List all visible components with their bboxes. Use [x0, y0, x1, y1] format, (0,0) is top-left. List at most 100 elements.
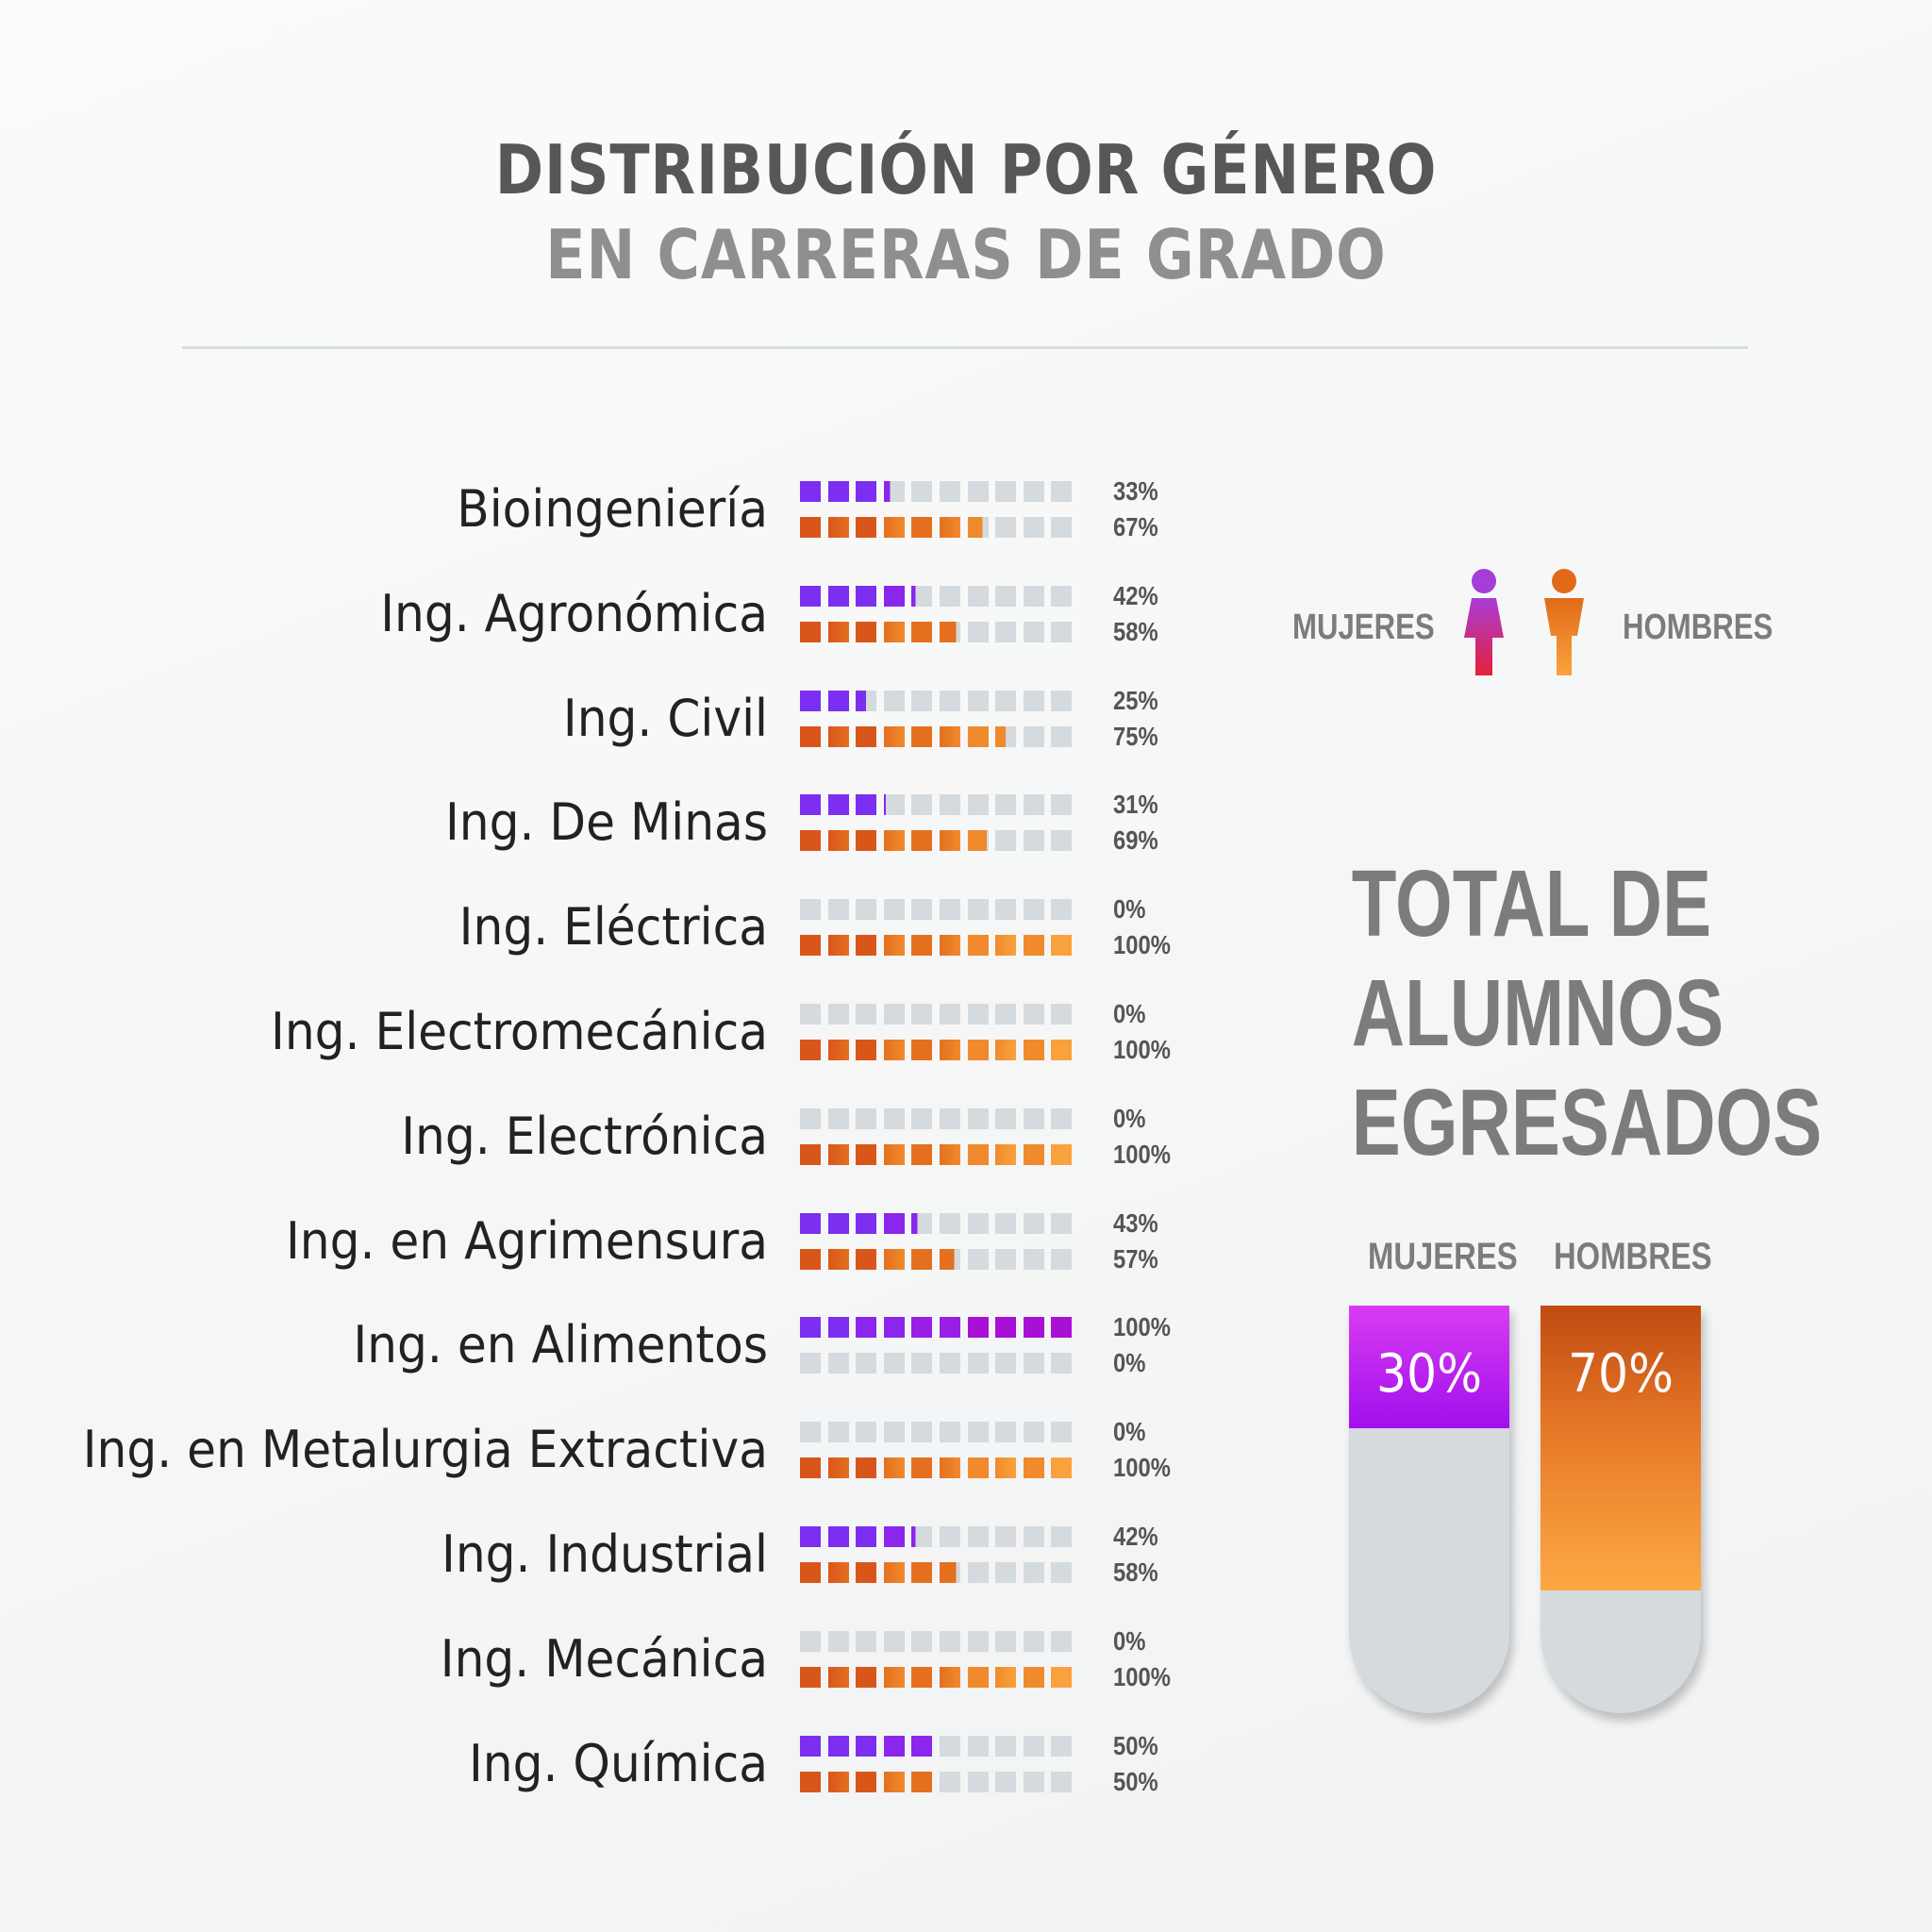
men-bar-cell	[856, 1353, 877, 1374]
men-bar-cell	[995, 621, 1017, 642]
men-percent-label: 69%	[1113, 825, 1158, 856]
men-bar-cell	[800, 830, 821, 852]
men-bar-cell	[940, 830, 960, 852]
women-bar-cell	[911, 1004, 933, 1024]
women-bar-cell	[995, 1526, 1017, 1547]
women-bar-cell	[827, 1630, 849, 1652]
total-men-tube: 70%	[1541, 1306, 1701, 1713]
men-bar-cell	[827, 621, 849, 642]
woman-icon	[1464, 569, 1504, 675]
women-bar-cell	[911, 1526, 933, 1547]
men-bar-cell	[940, 1771, 960, 1792]
total-women-percent: 30%	[1375, 1343, 1483, 1405]
women-bar-cell	[856, 1735, 877, 1757]
total-men-percent: 70%	[1567, 1343, 1674, 1405]
women-bar-cell	[856, 481, 877, 502]
category-label: Ing. Química	[468, 1733, 768, 1793]
men-bar-cell	[967, 1353, 989, 1374]
title-divider	[182, 346, 1748, 349]
legend-women-label: MUJERES	[1292, 608, 1435, 647]
men-bar-cell	[856, 517, 877, 538]
category-label: Bioingeniería	[457, 479, 768, 539]
total-women-fill	[1349, 1306, 1509, 1428]
women-bar-cell	[883, 1317, 905, 1339]
women-bar-cell	[883, 899, 905, 921]
men-bar-cell	[1051, 1353, 1073, 1374]
men-bar-cell	[883, 1353, 905, 1374]
women-bar-cell	[967, 690, 989, 711]
men-bar-cell	[1051, 621, 1073, 642]
men-bar-cell	[1051, 830, 1073, 852]
men-bar-cell	[800, 517, 821, 538]
men-bar-cell	[940, 517, 960, 538]
men-bar-cell	[911, 830, 933, 852]
men-bar-cell	[856, 1143, 877, 1165]
men-bar-cell	[883, 725, 905, 747]
men-bar-cell	[940, 1562, 960, 1583]
women-bar-cell	[995, 481, 1017, 502]
women-bar-cell	[967, 1526, 989, 1547]
women-percent-label: 0%	[1113, 894, 1146, 924]
women-bar-cell	[800, 899, 821, 921]
men-bar-cell	[940, 1143, 960, 1165]
women-bar-cell	[940, 794, 960, 816]
men-bar-cell	[883, 1457, 905, 1479]
women-bar-cell	[940, 481, 960, 502]
men-bar-cell	[800, 1040, 821, 1060]
men-bar-cell	[1023, 830, 1044, 852]
men-bar-cell	[827, 1248, 849, 1270]
men-bar-cell	[940, 1666, 960, 1688]
chart-title-line2: EN CARRERAS DE GRADO	[545, 215, 1387, 294]
women-bar-cell	[1023, 794, 1044, 816]
women-bar-cell	[827, 1317, 849, 1339]
women-bar-cell	[1051, 690, 1073, 711]
women-bar-cell	[1023, 1004, 1044, 1024]
men-bar-cell	[911, 621, 933, 642]
women-percent-label: 25%	[1113, 685, 1158, 715]
men-bar-cell	[940, 621, 960, 642]
men-bar-cell	[883, 1666, 905, 1688]
men-bar-cell	[856, 935, 877, 957]
men-bar-cell	[1051, 1457, 1073, 1479]
men-bar-cell	[967, 1562, 989, 1583]
men-bar-cell	[800, 1353, 821, 1374]
women-bar-cell	[1023, 1735, 1044, 1757]
women-bar-cell	[800, 794, 821, 816]
men-bar-cell	[911, 1248, 933, 1270]
women-bar-cell	[827, 1212, 849, 1234]
women-bar-cell	[800, 1422, 821, 1443]
women-bar-cell	[883, 690, 905, 711]
men-bar-cell	[800, 725, 821, 747]
women-bar-cell	[995, 1004, 1017, 1024]
men-bar-cell	[967, 517, 989, 538]
women-bar-cell	[883, 481, 905, 502]
women-bar-cell	[1023, 1422, 1044, 1443]
men-bar-cell	[800, 1771, 821, 1792]
women-bar-cell	[827, 1108, 849, 1129]
women-bar-cell	[827, 1422, 849, 1443]
total-women-label: MUJERES	[1368, 1236, 1518, 1277]
women-bar-cell	[1023, 585, 1044, 607]
women-percent-label: 0%	[1113, 999, 1146, 1028]
women-bar-cell	[1023, 481, 1044, 502]
total-women-tube: 30%	[1349, 1306, 1509, 1713]
women-bar-cell	[911, 690, 933, 711]
men-bar-cell	[856, 1562, 877, 1583]
men-percent-label: 58%	[1113, 616, 1158, 646]
total-men-fill	[1541, 1306, 1701, 1591]
women-bar-cell	[856, 1212, 877, 1234]
women-bar-cell	[967, 585, 989, 607]
women-bar-cell	[883, 1212, 905, 1234]
women-bar-cell	[1051, 1735, 1073, 1757]
women-bar-cell	[800, 1108, 821, 1129]
men-bar-cell	[911, 1562, 933, 1583]
men-percent-label: 50%	[1113, 1766, 1158, 1796]
men-bar-cell	[1023, 517, 1044, 538]
men-bar-cell	[967, 1248, 989, 1270]
men-bar-cell	[1051, 517, 1073, 538]
men-bar-cell	[995, 1666, 1017, 1688]
women-bar-cell	[1051, 794, 1073, 816]
women-bar-cell	[827, 585, 849, 607]
women-bar-cell	[995, 1735, 1017, 1757]
women-percent-label: 42%	[1113, 580, 1158, 610]
